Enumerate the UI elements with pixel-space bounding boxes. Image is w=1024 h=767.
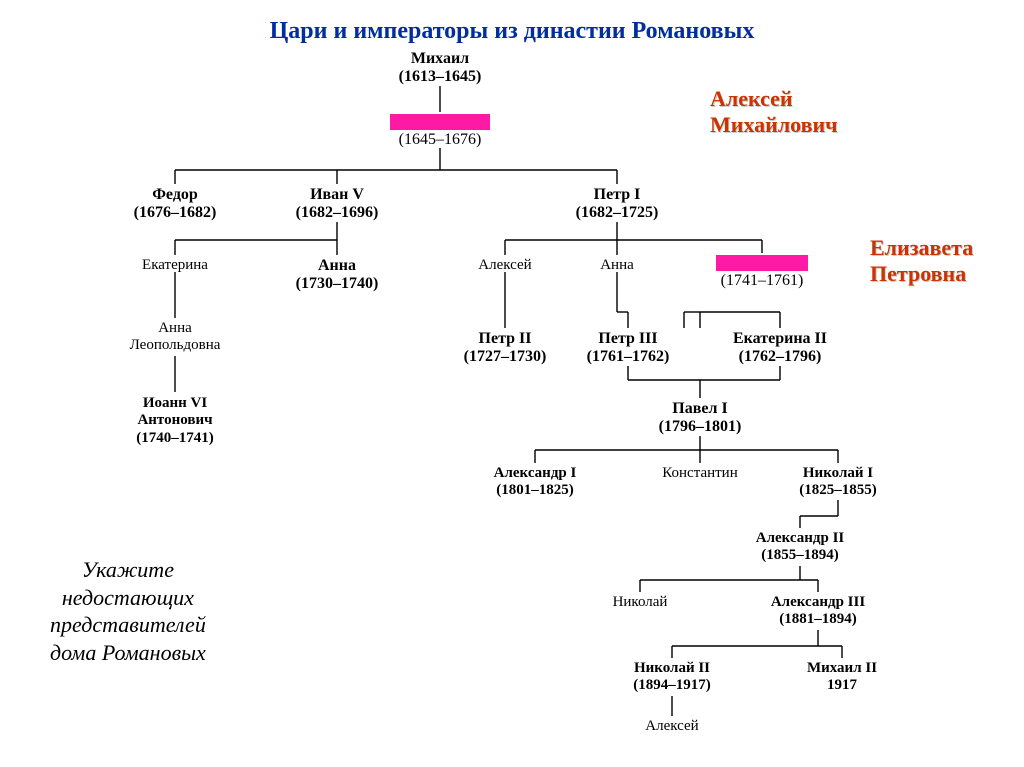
node-eliz_d: (1741–1761) [721,272,804,290]
node-name: Николай [613,594,668,611]
node-dates: (1796–1801) [659,418,742,436]
blank-aleksei[interactable] [390,114,490,130]
node-dates: (1613–1645) [399,68,482,86]
node-ekaterina: Екатерина [142,257,208,274]
node-name: Анна [296,257,379,275]
node-dates: (1762–1796) [733,348,827,366]
node-name: Михаил [399,50,482,68]
annotation-elizaveta: ЕлизаветаПетровна [870,235,973,287]
node-name: Александр III [771,594,865,611]
node-name: Петр I [576,186,659,204]
node-petr3: Петр III(1761–1762) [587,330,670,367]
node-nikolai: Николай [613,594,668,611]
node-name: Петр II [464,330,547,348]
node-dates: (1825–1855) [799,482,877,499]
node-petr1: Петр I(1682–1725) [576,186,659,223]
node-dates: (1676–1682) [134,204,217,222]
blank-elizaveta[interactable] [716,255,808,271]
node-anna_p: Анна [600,257,634,274]
node-name: Петр III [587,330,670,348]
node-mikhail: Михаил(1613–1645) [399,50,482,87]
node-name: Николай I [799,465,877,482]
annotation-aleksei: АлексейМихайлович [710,86,838,138]
node-dates: (1801–1825) [494,482,577,499]
node-dates: (1727–1730) [464,348,547,366]
node-nik1: Николай I(1825–1855) [799,465,877,500]
node-aleksei_d: (1645–1676) [399,131,482,149]
node-alek1: Александр I(1801–1825) [494,465,577,500]
node-name: Алексей [645,718,698,735]
node-dates: (1761–1762) [587,348,670,366]
node-aleksei_n: Алексей [645,718,698,735]
node-ivan5: Иван V(1682–1696) [296,186,379,223]
node-name: Алексей [478,257,531,274]
node-dates: 1917 [807,677,877,694]
node-dates: (1645–1676) [399,131,482,149]
node-name: Александр I [494,465,577,482]
node-name: Иван V [296,186,379,204]
node-dates: (1881–1894) [771,611,865,628]
node-name: Федор [134,186,217,204]
node-anna_leo: АннаЛеопольдовна [130,320,221,355]
node-name: Михаил II [807,660,877,677]
node-dates: (1730–1740) [296,275,379,293]
node-dates: (1741–1761) [721,272,804,290]
node-name: Анна [600,257,634,274]
node-name: Екатерина II [733,330,827,348]
node-name: Екатерина [142,257,208,274]
node-alek3: Александр III(1881–1894) [771,594,865,629]
node-dates: (1894–1917) [633,677,711,694]
node-dates: (1682–1696) [296,204,379,222]
node-dates: (1682–1725) [576,204,659,222]
node-name: Александр II [756,530,845,547]
node-name: Иоанн VIАнтонович [136,395,214,430]
node-dates: (1740–1741) [136,430,214,447]
tree-canvas: { "title": { "text": "Цари и императоры … [0,0,1024,767]
node-name: Константин [662,465,737,482]
node-konst: Константин [662,465,737,482]
node-mikh2: Михаил II1917 [807,660,877,695]
instruction-text: Укажитенедостающихпредставителейдома Ром… [50,556,206,666]
node-aleksei_p: Алексей [478,257,531,274]
node-nik2: Николай II(1894–1917) [633,660,711,695]
node-name: Павел I [659,400,742,418]
node-petr2: Петр II(1727–1730) [464,330,547,367]
page-title: Цари и императоры из династии Романовых [0,18,1024,45]
node-anna_iv: Анна(1730–1740) [296,257,379,294]
node-ekat2: Екатерина II(1762–1796) [733,330,827,367]
node-name: АннаЛеопольдовна [130,320,221,355]
node-dates: (1855–1894) [756,547,845,564]
node-ioann6: Иоанн VIАнтонович(1740–1741) [136,395,214,447]
node-fedor: Федор(1676–1682) [134,186,217,223]
node-pavel1: Павел I(1796–1801) [659,400,742,437]
node-name: Николай II [633,660,711,677]
node-alek2: Александр II(1855–1894) [756,530,845,565]
